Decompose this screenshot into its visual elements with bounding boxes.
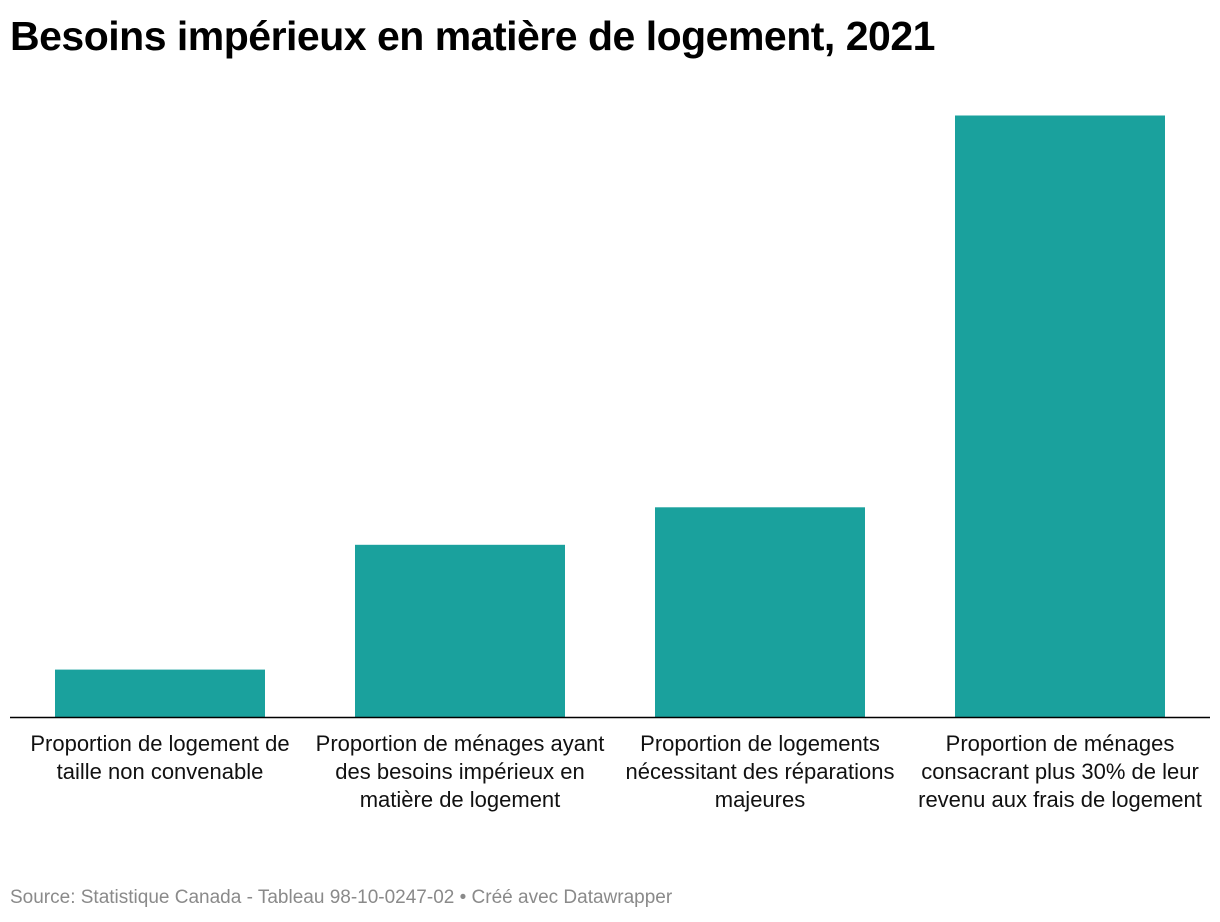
category-label-0: Proportion de logement de taille non con…	[30, 731, 290, 784]
category-label-1: Proportion de ménages ayant des besoins …	[315, 731, 605, 812]
chart-title: Besoins impérieux en matière de logement…	[10, 13, 935, 59]
bar-3	[955, 115, 1165, 717]
bar-2	[655, 507, 865, 717]
bar-1	[355, 544, 565, 717]
source-footer: Source: Statistique Canada - Tableau 98-…	[10, 887, 673, 908]
category-label-3: Proportion de ménages consacrant plus 30…	[918, 731, 1202, 812]
category-label-2: Proportion de logements nécessitant des …	[625, 731, 895, 812]
bar-0	[55, 669, 265, 717]
